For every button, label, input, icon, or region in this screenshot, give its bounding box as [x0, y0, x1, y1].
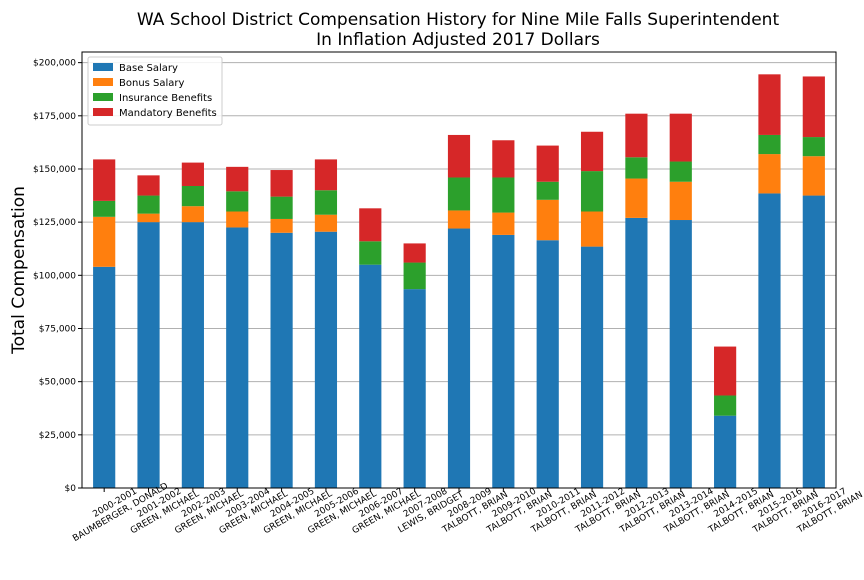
- bar-mandatory-benefits: [93, 159, 116, 201]
- bar-base-salary: [536, 240, 559, 488]
- bar-insurance-benefits: [181, 185, 204, 207]
- bar-insurance-benefits: [403, 262, 426, 290]
- legend-label: Base Salary: [119, 63, 178, 74]
- bar-insurance-benefits: [714, 395, 737, 416]
- bar-base-salary: [181, 222, 204, 488]
- bar-bonus-salary: [137, 213, 160, 223]
- bar-base-salary: [314, 231, 338, 488]
- bar-mandatory-benefits: [137, 175, 160, 196]
- bar-bonus-salary: [270, 218, 293, 233]
- bar-insurance-benefits: [492, 177, 515, 213]
- legend-swatch: [93, 93, 113, 101]
- bar-base-salary: [93, 266, 116, 488]
- bar-mandatory-benefits: [669, 113, 692, 162]
- chart-title-line: In Inflation Adjusted 2017 Dollars: [316, 30, 600, 50]
- bar-base-salary: [580, 246, 604, 488]
- y-axis-ticks: $0 $25,000 $50,000 $75,000 $100,000 $125,000 $…: [33, 59, 82, 494]
- bar-bonus-salary: [492, 212, 515, 235]
- y-tick-label: $175,000: [33, 112, 76, 122]
- bar-base-salary: [669, 220, 692, 488]
- chart-title-line: WA School District Compensation History …: [137, 10, 780, 30]
- bar-base-salary: [359, 264, 382, 488]
- bar-insurance-benefits: [137, 195, 160, 214]
- y-tick-label: $25,000: [39, 431, 76, 441]
- bar-insurance-benefits: [93, 200, 116, 217]
- bar-insurance-benefits: [669, 161, 692, 182]
- bar-mandatory-benefits: [359, 208, 382, 242]
- bar-base-salary: [492, 234, 515, 488]
- bar-bonus-salary: [758, 154, 781, 194]
- legend-label: Insurance Benefits: [119, 93, 212, 104]
- bar-bonus-salary: [226, 211, 249, 228]
- bar-bonus-salary: [314, 214, 338, 232]
- chart-title: WA School District Compensation History …: [137, 10, 780, 50]
- bar-base-salary: [137, 222, 160, 488]
- bar-base-salary: [226, 227, 249, 488]
- legend-swatch: [93, 63, 113, 71]
- bar-base-salary: [270, 232, 293, 488]
- bar-insurance-benefits: [580, 171, 604, 212]
- bar-insurance-benefits: [802, 137, 825, 157]
- bar-mandatory-benefits: [536, 145, 559, 182]
- bar-mandatory-benefits: [403, 243, 426, 263]
- bar-mandatory-benefits: [447, 134, 471, 178]
- bar-mandatory-benefits: [758, 74, 781, 135]
- bar-mandatory-benefits: [802, 76, 825, 138]
- bar-base-salary: [802, 195, 825, 488]
- y-tick-label: $150,000: [33, 165, 76, 175]
- bar-base-salary: [714, 415, 737, 488]
- bar-mandatory-benefits: [580, 131, 604, 172]
- bar-base-salary: [625, 217, 648, 488]
- legend-label: Mandatory Benefits: [119, 108, 217, 119]
- bar-base-salary: [447, 228, 471, 488]
- bar-insurance-benefits: [270, 196, 293, 219]
- bar-mandatory-benefits: [226, 166, 249, 192]
- legend-swatch: [93, 108, 113, 116]
- bar-base-salary: [403, 289, 426, 488]
- bar-insurance-benefits: [536, 181, 559, 200]
- y-tick-label: $75,000: [39, 324, 76, 334]
- bar-mandatory-benefits: [181, 162, 204, 186]
- bar-mandatory-benefits: [492, 140, 515, 178]
- bar-insurance-benefits: [359, 241, 382, 265]
- legend-label: Bonus Salary: [119, 78, 185, 89]
- bar-base-salary: [758, 193, 781, 488]
- y-tick-label: $0: [65, 484, 77, 494]
- bar-bonus-salary: [669, 181, 692, 221]
- legend: Base Salary Bonus Salary Insurance Benefit…: [87, 56, 223, 126]
- bar-mandatory-benefits: [314, 159, 338, 191]
- bar-bonus-salary: [536, 199, 559, 241]
- bar-mandatory-benefits: [270, 170, 293, 197]
- bar-bonus-salary: [625, 178, 648, 218]
- bar-bonus-salary: [181, 206, 204, 223]
- y-tick-label: $125,000: [33, 218, 76, 228]
- bar-insurance-benefits: [314, 190, 338, 215]
- bar-bonus-salary: [580, 211, 604, 247]
- legend-swatch: [93, 78, 113, 86]
- bar-insurance-benefits: [226, 191, 249, 212]
- bar-insurance-benefits: [758, 134, 781, 155]
- bar-insurance-benefits: [447, 177, 471, 211]
- bar-bonus-salary: [802, 156, 825, 196]
- y-tick-label: $50,000: [39, 378, 76, 388]
- bar-bonus-salary: [93, 216, 116, 267]
- bar-insurance-benefits: [625, 157, 648, 179]
- y-tick-label: $100,000: [33, 271, 76, 281]
- bar-bonus-salary: [447, 210, 471, 229]
- bar-mandatory-benefits: [714, 346, 737, 396]
- bars-layer: [93, 74, 825, 488]
- y-tick-label: $200,000: [33, 59, 76, 69]
- y-axis-label: Total Compensation: [9, 186, 29, 355]
- legend-box: [87, 56, 223, 126]
- bar-mandatory-benefits: [625, 113, 648, 158]
